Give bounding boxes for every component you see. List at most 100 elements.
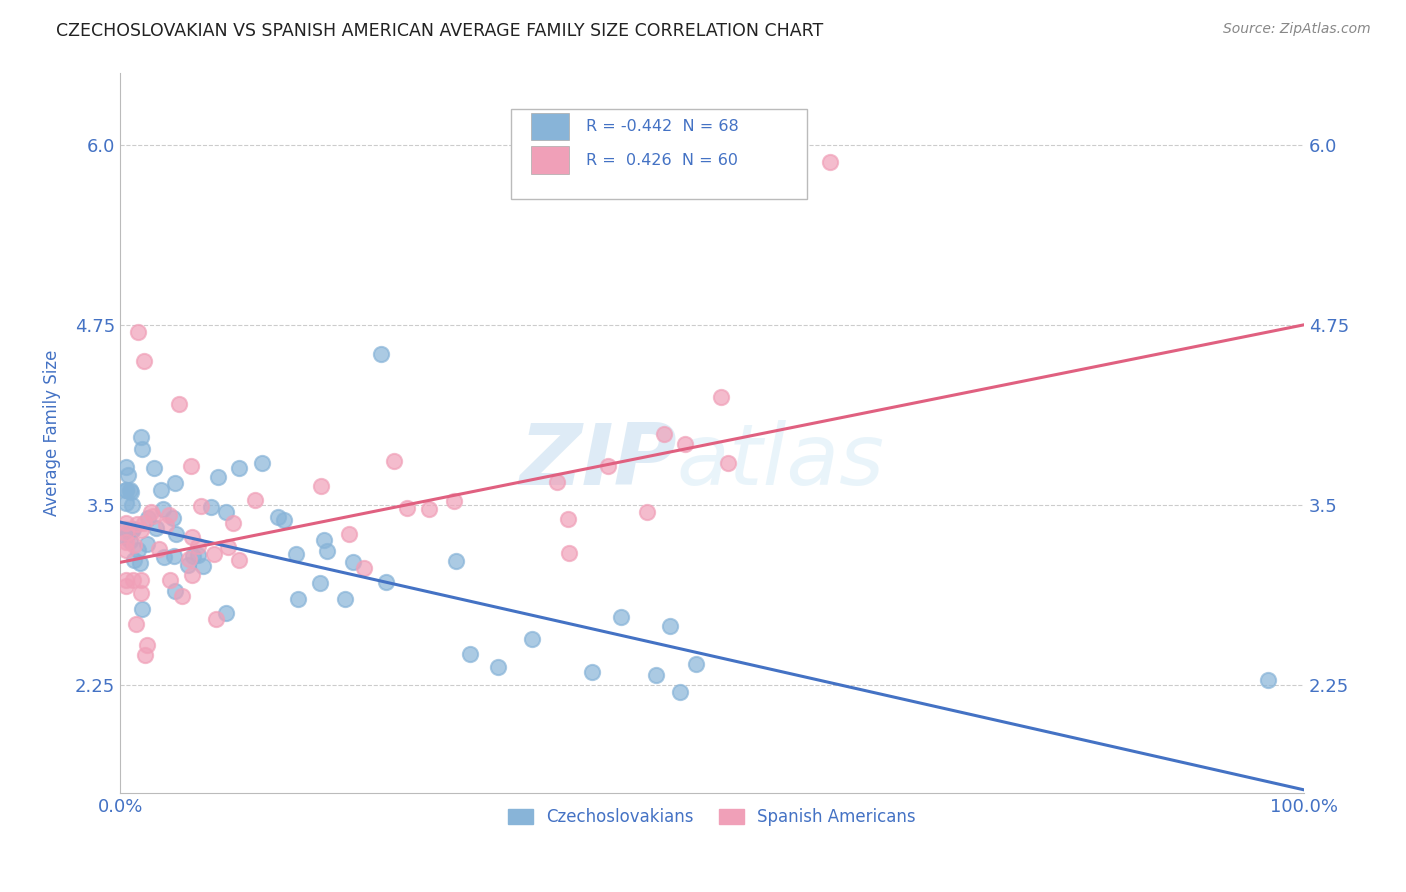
Point: [165, 527, 187, 541]
Point: [129, 524, 152, 538]
Point: [187, 539, 209, 553]
Point: [395, 501, 418, 516]
Point: [418, 502, 440, 516]
Point: [121, 523, 143, 537]
Point: [129, 586, 152, 600]
Point: [163, 549, 186, 563]
Point: [716, 456, 738, 470]
Point: [125, 617, 148, 632]
Point: [135, 638, 157, 652]
Text: R =  0.426  N = 60: R = 0.426 N = 60: [586, 153, 738, 168]
Point: [136, 511, 159, 525]
Text: ZIP: ZIP: [519, 420, 676, 503]
Point: [121, 498, 143, 512]
Point: [337, 527, 360, 541]
Point: [228, 461, 250, 475]
Point: [316, 543, 339, 558]
Point: [308, 575, 330, 590]
Point: [129, 430, 152, 444]
Point: [118, 524, 141, 538]
Point: [115, 579, 138, 593]
Point: [129, 573, 152, 587]
Point: [134, 648, 156, 662]
Point: [170, 589, 193, 603]
Point: [644, 668, 666, 682]
Point: [142, 508, 165, 523]
Text: atlas: atlas: [676, 420, 884, 503]
Point: [127, 325, 149, 339]
Point: [204, 612, 226, 626]
Point: [115, 535, 138, 549]
Point: [181, 549, 204, 564]
Point: [165, 584, 187, 599]
Point: [312, 533, 335, 548]
Point: [375, 575, 398, 590]
Point: [190, 499, 212, 513]
Text: R = -0.442  N = 68: R = -0.442 N = 68: [586, 119, 740, 134]
Point: [287, 591, 309, 606]
Point: [115, 496, 138, 510]
Point: [122, 553, 145, 567]
FancyBboxPatch shape: [531, 146, 568, 174]
Point: [598, 459, 620, 474]
Point: [122, 538, 145, 552]
Point: [132, 354, 155, 368]
Point: [659, 619, 682, 633]
Point: [122, 522, 145, 536]
Point: [243, 492, 266, 507]
Point: [217, 540, 239, 554]
Point: [155, 518, 177, 533]
Point: [115, 543, 138, 558]
Point: [558, 546, 581, 560]
Point: [460, 647, 482, 661]
Point: [177, 558, 200, 572]
Point: [180, 568, 202, 582]
Point: [207, 470, 229, 484]
Point: [820, 155, 842, 169]
Point: [169, 397, 191, 411]
Point: [200, 500, 222, 514]
Point: [215, 505, 238, 519]
Point: [228, 553, 250, 567]
Point: [162, 511, 184, 525]
Point: [250, 456, 273, 470]
Point: [127, 543, 149, 558]
Point: [520, 632, 543, 646]
Point: [120, 483, 142, 497]
Point: [222, 516, 245, 530]
Point: [187, 548, 209, 562]
Point: [132, 516, 155, 530]
Point: [131, 442, 153, 456]
Point: [129, 556, 152, 570]
Point: [141, 505, 163, 519]
Text: Source: ZipAtlas.com: Source: ZipAtlas.com: [1223, 22, 1371, 37]
Point: [710, 390, 733, 404]
Point: [193, 559, 215, 574]
Y-axis label: Average Family Size: Average Family Size: [44, 350, 60, 516]
Point: [446, 554, 468, 568]
Point: [673, 437, 696, 451]
Point: [685, 657, 707, 671]
Point: [486, 660, 509, 674]
Point: [668, 685, 690, 699]
Point: [115, 573, 138, 587]
Point: [157, 508, 180, 523]
Point: [353, 561, 375, 575]
Point: [152, 502, 174, 516]
Point: [215, 606, 238, 620]
Point: [180, 529, 202, 543]
Point: [148, 542, 170, 557]
Point: [546, 475, 568, 489]
Point: [115, 530, 138, 544]
Point: [163, 476, 186, 491]
Point: [180, 458, 202, 473]
Point: [654, 427, 676, 442]
Text: CZECHOSLOVAKIAN VS SPANISH AMERICAN AVERAGE FAMILY SIZE CORRELATION CHART: CZECHOSLOVAKIAN VS SPANISH AMERICAN AVER…: [56, 22, 824, 40]
FancyBboxPatch shape: [531, 112, 568, 140]
Point: [115, 483, 138, 497]
Point: [1257, 673, 1279, 688]
Point: [443, 493, 465, 508]
Point: [120, 485, 142, 500]
Point: [122, 574, 145, 588]
Legend: Czechoslovakians, Spanish Americans: Czechoslovakians, Spanish Americans: [499, 800, 924, 835]
